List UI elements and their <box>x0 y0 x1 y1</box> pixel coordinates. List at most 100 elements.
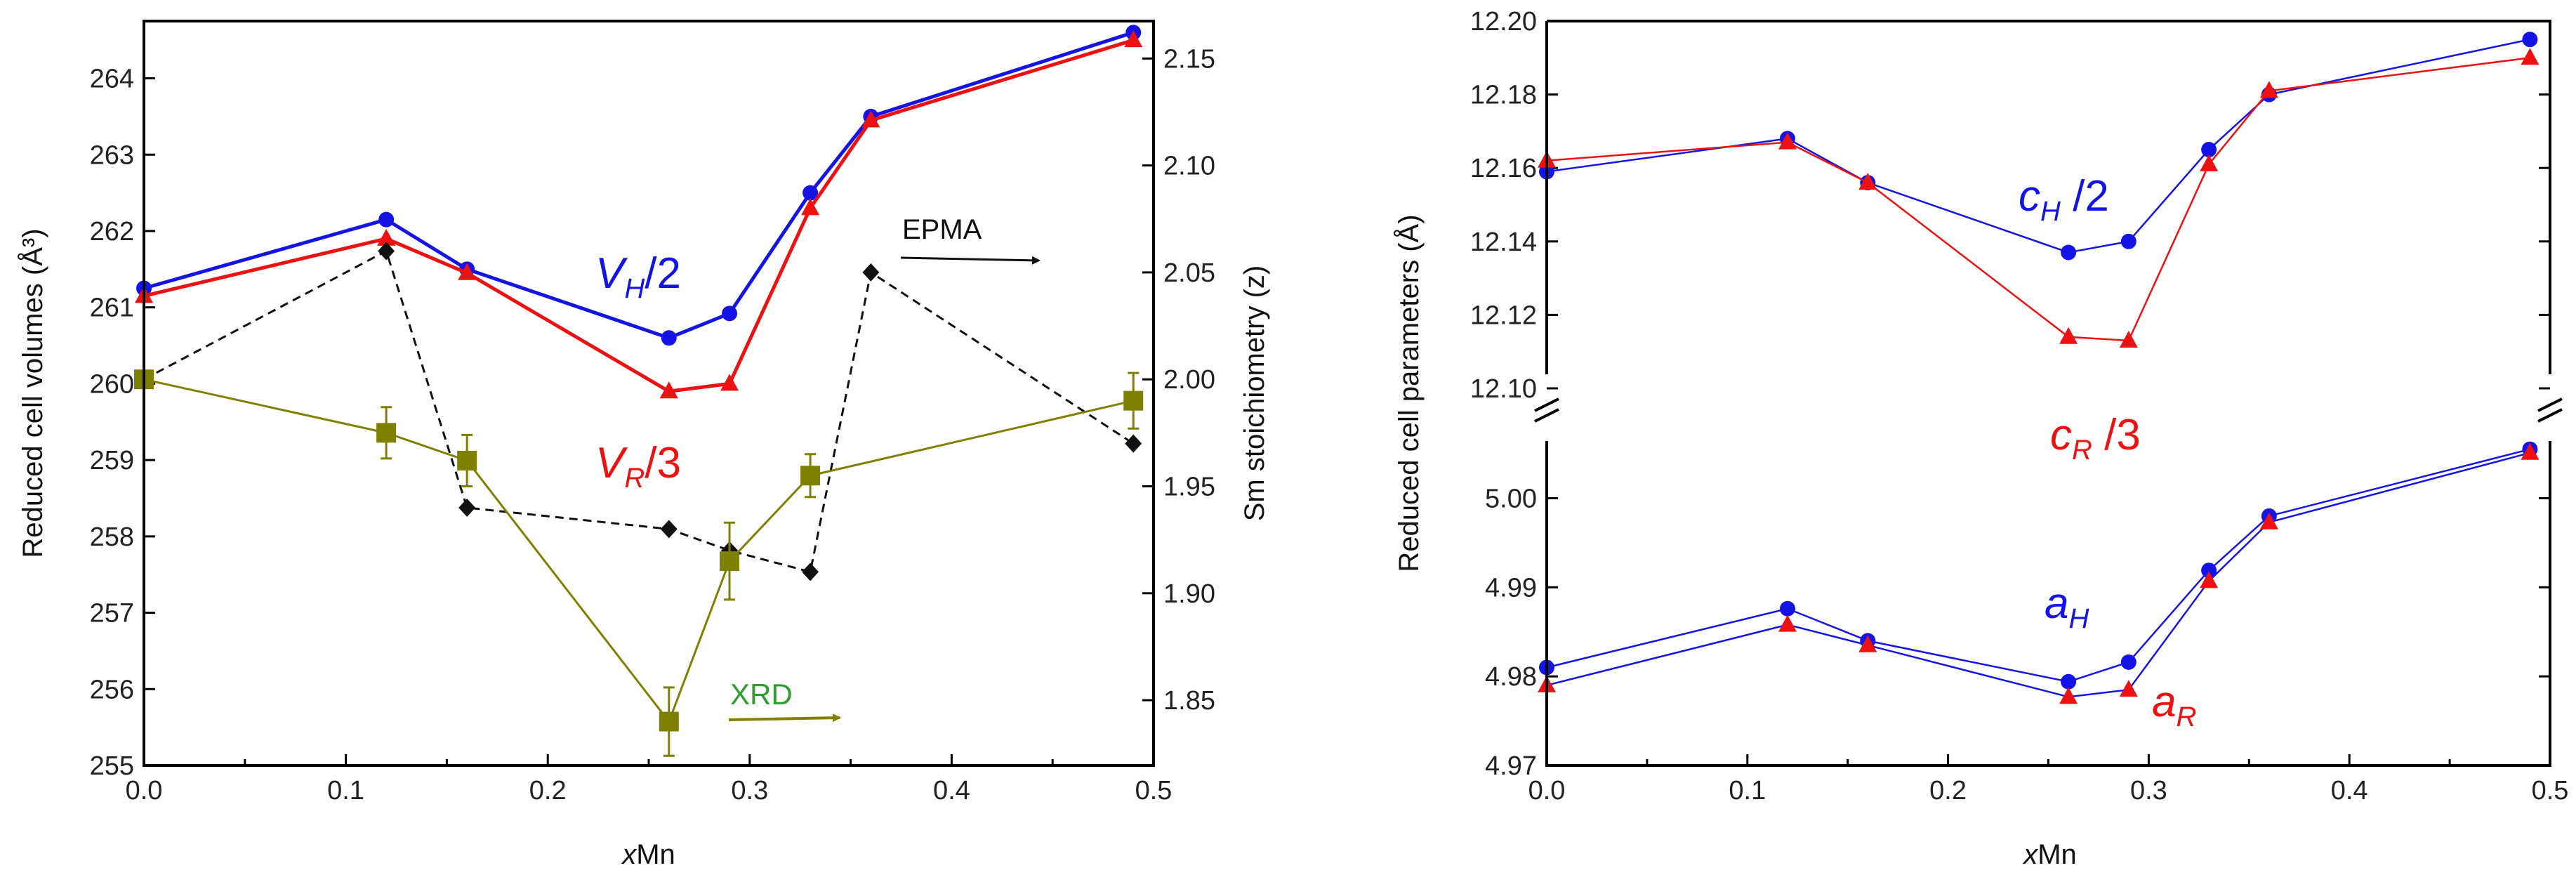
right-y-upper-tick-label: 12.10 <box>1470 374 1537 404</box>
annotation-ch2: cH /2 <box>2019 172 2109 227</box>
data-point-epma <box>458 498 476 517</box>
data-point-v-h-2 <box>661 330 677 346</box>
data-point-c-r-3 <box>2200 154 2219 171</box>
annotation-ch2-main: c <box>2019 172 2040 221</box>
data-point-c-r-3 <box>1858 173 1877 190</box>
data-point-c-r-3 <box>2521 48 2539 65</box>
data-point-v-h-2 <box>802 185 819 201</box>
data-point-v-h-2 <box>378 211 395 228</box>
data-point-xrd <box>457 450 477 471</box>
annotation-vr3-suffix: /3 <box>645 439 681 487</box>
annotation-epma: EPMA <box>902 214 982 245</box>
annotation-cr3: cR /3 <box>2050 411 2141 466</box>
axis-break-right <box>2537 397 2563 423</box>
left-y-tick-label: 260 <box>90 369 134 399</box>
left-y2-axis-label: Sm stoichiometry (z) <box>1239 265 1270 522</box>
series-line-xrd <box>143 378 1134 724</box>
left-x-axis-label: xMn <box>621 839 675 870</box>
left-y-tick-label: 256 <box>90 675 134 704</box>
data-point-xrd <box>720 551 740 572</box>
data-point-c-h-2 <box>2120 233 2136 249</box>
xrd-arrow <box>728 713 841 723</box>
data-point-epma <box>378 242 395 261</box>
data-point-v-r-3 <box>458 263 477 280</box>
left-y-tick-label: 261 <box>90 294 134 323</box>
right-x-tick-label: 0.4 <box>2331 776 2368 805</box>
data-point-c-r-3 <box>2059 327 2078 344</box>
series-line-v-r-3 <box>143 38 1134 393</box>
left-y2-tick-label: 2.00 <box>1163 365 1215 395</box>
annotation-vr3-main: V <box>595 439 628 487</box>
data-point-c-r-3 <box>1778 132 1797 150</box>
left-y2-tick-label: 1.85 <box>1163 686 1215 716</box>
data-point-v-h-2 <box>722 305 738 322</box>
right-y-upper-tick-label: 12.14 <box>1470 228 1537 257</box>
data-point-a-r <box>1858 635 1877 652</box>
series-line-a-h <box>1546 448 2530 683</box>
data-point-v-r-3 <box>861 110 880 128</box>
data-point-a-r <box>2521 442 2539 460</box>
series-line-epma <box>143 249 1135 574</box>
right-x-axis-label-italic: x <box>2022 839 2039 870</box>
annotation-vh2-sub: H <box>624 273 645 304</box>
annotation-vh2-main: V <box>595 249 628 298</box>
right-y-lower-tick-label: 4.97 <box>1485 751 1537 781</box>
data-point-c-h-2 <box>2201 142 2217 158</box>
data-point-c-r-3 <box>2259 81 2278 98</box>
right-y-lower-tick-label: 4.99 <box>1485 573 1537 603</box>
annotation-ah: aH <box>2045 579 2089 634</box>
left-y-tick-label: 259 <box>90 446 134 475</box>
right-y-upper-tick-label: 12.16 <box>1470 154 1537 183</box>
right-y-upper-tick-label: 12.18 <box>1470 81 1537 110</box>
data-point-c-r-3 <box>2119 331 2138 348</box>
right-x-axis-label: xMn <box>2022 839 2077 870</box>
left-y2-tick-label: 2.05 <box>1163 258 1215 288</box>
series-line-c-r-3 <box>1546 57 2530 342</box>
annotation-ar-sub: R <box>2176 702 2196 732</box>
data-point-c-h-2 <box>2061 244 2077 261</box>
right-plot-frame <box>1545 20 2551 767</box>
left-x-tick-label: 0.0 <box>126 776 163 805</box>
left-chart: 0.0 0.1 0.2 0.3 0.4 0.5 255 256 257 258 259 260 261 2… <box>17 20 1270 870</box>
right-y-lower-tick-label: 5.00 <box>1485 484 1537 513</box>
annotation-vh2: VH/2 <box>595 249 681 304</box>
left-plot-frame <box>143 20 1155 767</box>
right-x-tick-label: 0.3 <box>2130 776 2167 805</box>
data-point-a-r <box>2200 571 2219 588</box>
right-y-axis-label: Reduced cell parameters (Å) <box>1393 214 1425 572</box>
annotation-vh2-suffix: /2 <box>645 249 681 298</box>
annotation-ah-main: a <box>2045 579 2068 628</box>
annotation-vr3-sub: R <box>624 463 645 494</box>
right-y-upper-tick-label: 12.12 <box>1470 301 1537 330</box>
data-point-a-r <box>2119 680 2138 697</box>
left-series-group <box>134 25 1144 757</box>
right-x-tick-label: 0.0 <box>1528 776 1566 805</box>
right-chart: 0.0 0.1 0.2 0.3 0.4 0.5 12.10 12.12 12.14 12.16 12… <box>1393 7 2568 870</box>
annotation-xrd: XRD <box>730 678 793 711</box>
epma-arrow <box>900 256 1041 265</box>
right-x-tick-label: 0.5 <box>2532 776 2569 805</box>
annotation-ah-sub: H <box>2068 603 2089 634</box>
data-point-xrd <box>376 423 397 443</box>
left-y2-tick-label: 2.10 <box>1163 152 1215 181</box>
data-point-epma <box>862 263 880 282</box>
series-line-v-h-2 <box>143 30 1135 340</box>
left-y2-tick-label: 1.95 <box>1163 473 1215 502</box>
right-x-tick-label: 0.1 <box>1729 776 1766 805</box>
data-point-epma <box>1125 434 1142 453</box>
left-y2-tick-label: 2.15 <box>1163 44 1215 74</box>
left-y2-tick-label: 1.90 <box>1163 579 1215 609</box>
annotation-ch2-sub: H <box>2040 196 2061 227</box>
data-point-a-h <box>2201 562 2217 579</box>
left-x-tick-label: 0.2 <box>529 776 567 805</box>
left-y-tick-label: 263 <box>90 140 134 170</box>
left-axes-ticks: 0.0 0.1 0.2 0.3 0.4 0.5 255 256 257 258 259 260 261 2… <box>90 44 1215 805</box>
annotation-ar: aR <box>2152 678 2196 732</box>
data-point-c-h-2 <box>2522 32 2538 48</box>
left-x-axis-label-italic: x <box>621 839 638 870</box>
left-y-axis-label: Reduced cell volumes (Å³) <box>17 228 48 558</box>
data-point-xrd <box>1123 390 1144 411</box>
data-point-v-r-3 <box>659 381 678 399</box>
data-point-v-r-3 <box>377 228 396 246</box>
right-axes-ticks: 0.0 0.1 0.2 0.3 0.4 0.5 12.10 12.12 12.14 12.16 12… <box>1470 7 2569 805</box>
